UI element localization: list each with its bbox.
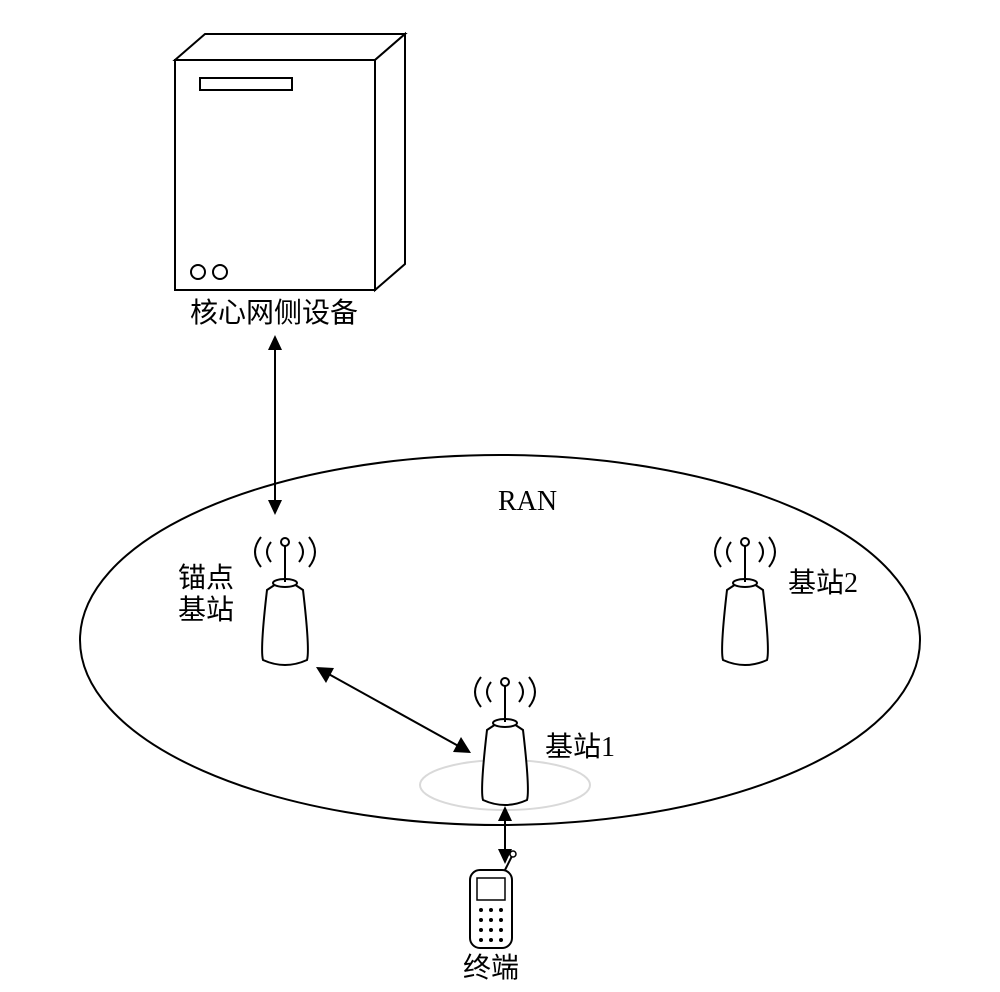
anchor-bs-label: 锚点 基站 <box>178 563 234 627</box>
ran-label: RAN <box>498 486 557 518</box>
anchor-bs-label-line1: 锚点 <box>178 563 234 594</box>
diagram-canvas: 核心网侧设备 RAN 锚点 基站 基站1 基站2 终端 <box>0 0 1000 992</box>
terminal-phone-icon <box>470 851 516 948</box>
core-label: 核心网侧设备 <box>190 298 358 330</box>
core-server-icon <box>175 34 405 290</box>
anchor-bs-label-line2: 基站 <box>178 595 234 626</box>
bs2-label: 基站2 <box>788 568 858 600</box>
terminal-label: 终端 <box>463 953 519 985</box>
bs1-label: 基站1 <box>545 732 615 764</box>
